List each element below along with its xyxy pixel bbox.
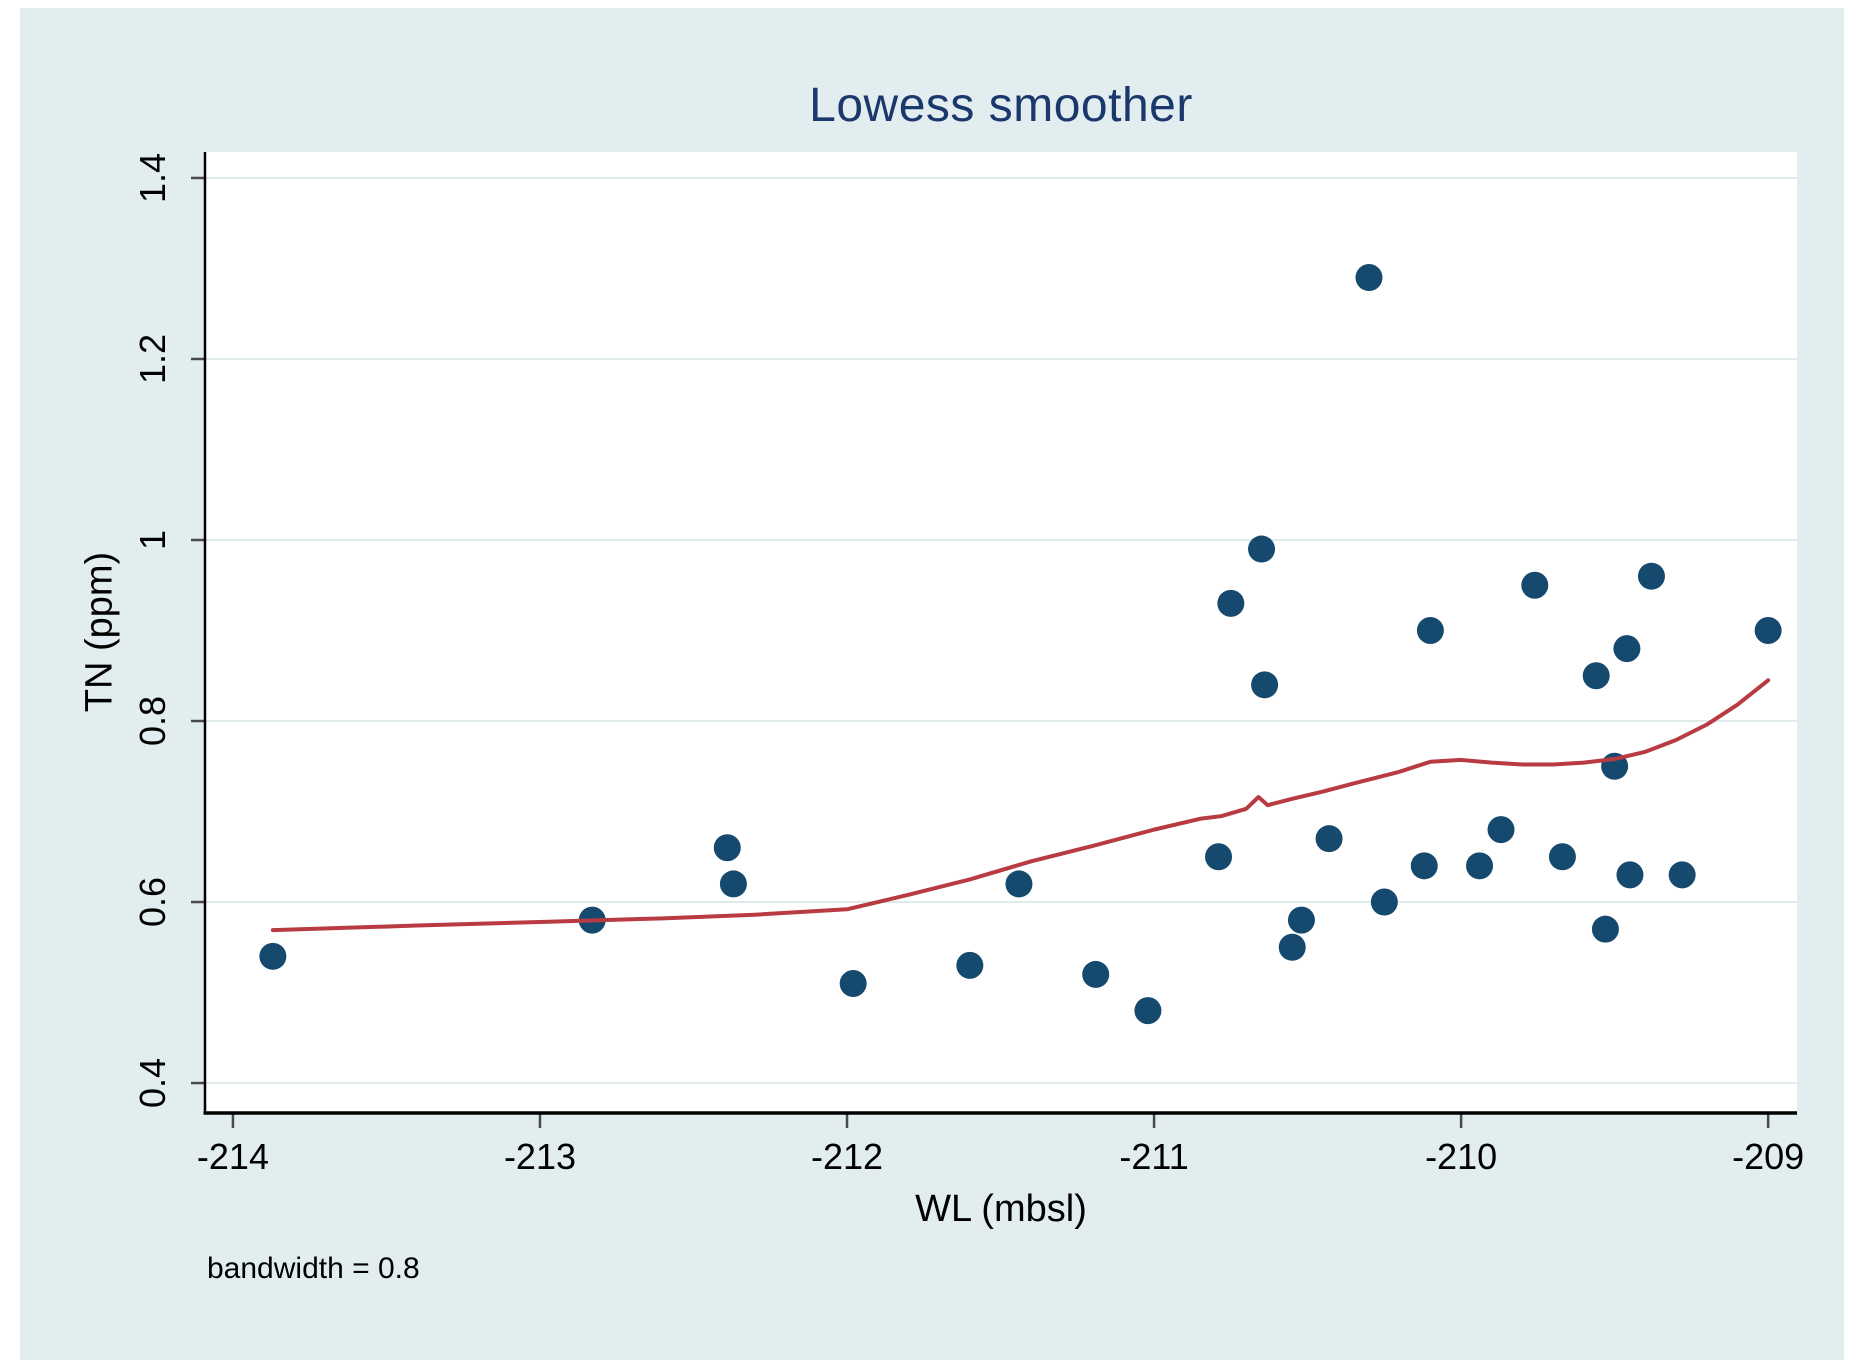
scatter-point — [1410, 852, 1438, 880]
scatter-point — [1205, 843, 1233, 871]
plot-area — [205, 152, 1797, 1113]
scatter-point — [1616, 861, 1644, 889]
y-axis-title: TN (ppm) — [78, 551, 121, 713]
scatter-point — [956, 951, 984, 979]
x-tick-label: -212 — [810, 1136, 884, 1177]
y-tick-label: 0.6 — [132, 876, 173, 928]
scatter-point — [1355, 264, 1383, 292]
scatter-point — [259, 942, 287, 970]
scatter-point — [1613, 635, 1641, 663]
y-tick-label: 0.4 — [132, 1058, 173, 1109]
y-tick-label: 1.4 — [132, 152, 173, 203]
scatter-point — [1487, 816, 1515, 844]
scatter-point — [1548, 843, 1576, 871]
scatter-point — [1287, 906, 1315, 934]
scatter-point — [1251, 671, 1279, 699]
scatter-point — [839, 969, 867, 997]
x-tick-label: -209 — [1732, 1136, 1805, 1177]
scatter-point — [1466, 852, 1494, 880]
lowess-line — [270, 678, 1771, 933]
scatter-point — [1582, 662, 1610, 690]
y-tick-label: 1 — [132, 529, 173, 551]
scatter-point — [719, 870, 747, 898]
x-axis-title: WL (mbsl) — [915, 1188, 1087, 1230]
x-tick-label: -213 — [503, 1136, 576, 1177]
scatter-point — [1082, 960, 1110, 988]
scatter-point — [1591, 915, 1619, 943]
scatter-point — [1315, 825, 1343, 853]
x-tick-label: -210 — [1425, 1136, 1498, 1177]
x-tick-label: -214 — [196, 1136, 269, 1177]
scatter-point — [713, 834, 741, 862]
scatter-point — [1248, 535, 1276, 563]
scatter-point — [1134, 997, 1162, 1025]
chart-title: Lowess smoother — [809, 79, 1193, 132]
scatter-point — [1637, 562, 1665, 590]
scatter-point — [1521, 571, 1549, 599]
y-tick-label: 0.8 — [132, 695, 173, 747]
scatter-point — [1278, 933, 1306, 961]
scatter-point — [1754, 617, 1782, 645]
scatter-point — [1370, 888, 1398, 916]
scatter-point — [1005, 870, 1033, 898]
y-tick-label: 1.2 — [132, 333, 173, 385]
x-tick-label: -211 — [1119, 1136, 1189, 1177]
bandwidth-note: bandwidth = 0.8 — [207, 1252, 420, 1285]
scatter-point — [1416, 617, 1444, 645]
scatter-point — [1217, 589, 1245, 617]
scatter-point — [1668, 861, 1696, 889]
